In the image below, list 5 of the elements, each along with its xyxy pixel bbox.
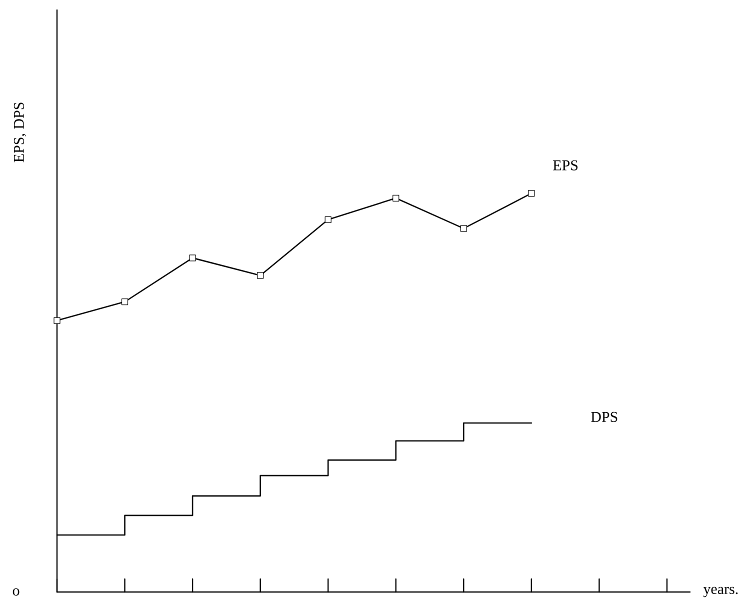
series-label: EPS [553, 160, 578, 170]
text: DPS [591, 412, 618, 422]
y-axis-title: EPS, DPS [14, 102, 26, 162]
text: o [12, 588, 20, 596]
x-axis-title: years. [703, 586, 738, 598]
